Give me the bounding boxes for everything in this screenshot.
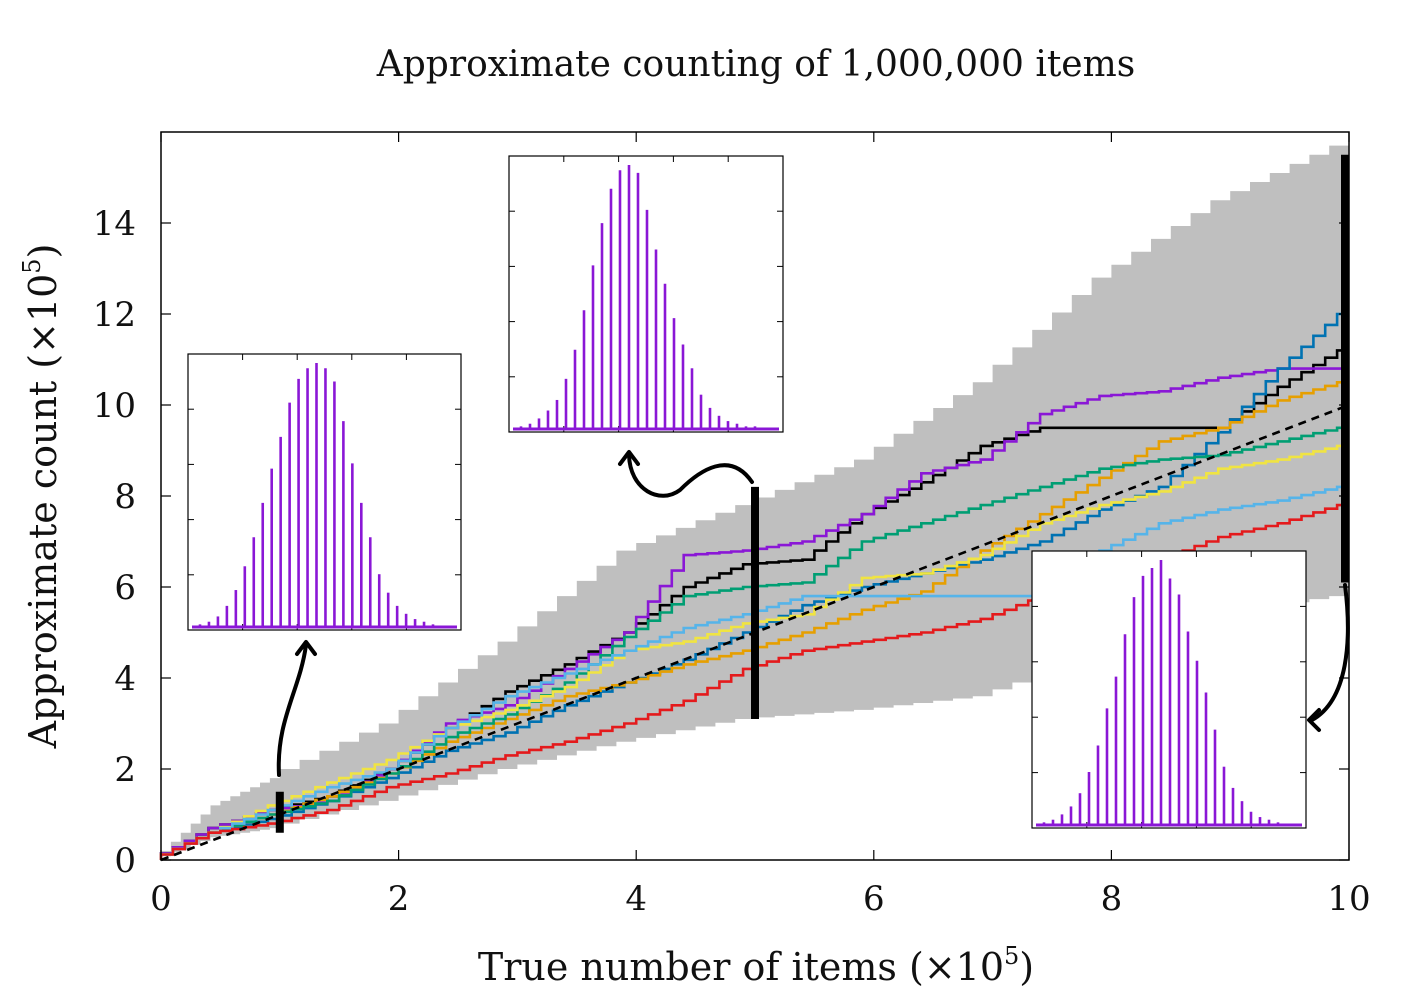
callout-arrowhead-2 [618,450,640,466]
y-tick-label: 8 [114,477,136,517]
x-tick-label: 6 [863,879,885,919]
callout-arrow-1 [276,643,308,777]
callout-arrow-3 [1310,583,1350,722]
callout-arrowhead-1 [295,640,317,656]
x-axis-label: True number of items (×105) [478,942,1034,989]
x-tick-layer: 0 2 4 6 8 10 [150,132,1371,919]
chart-title: Approximate counting of 1,000,000 items [376,44,1135,85]
y-tick-label: 6 [114,568,136,608]
x-tick-label: 8 [1101,879,1123,919]
marker-layer [275,154,1349,833]
y-tick-layer: 0 2 4 6 8 10 12 14 [93,204,1349,881]
y-axis-label-close: ) [21,244,65,259]
inset-histogram-3 [1031,550,1307,829]
y-tick-label: 14 [93,204,136,244]
x-axis-label-exponent: 5 [1004,942,1019,970]
x-tick-label: 0 [150,879,172,919]
y-axis-label-exponent: 5 [18,258,46,273]
inset-layer [187,155,1307,829]
x-tick-label: 10 [1327,879,1370,919]
y-tick-label: 12 [93,295,136,335]
y-tick-label: 2 [114,750,136,790]
x-axis-label-main: True number of items (×10 [478,945,1004,989]
x-axis-label-close: ) [1019,945,1034,989]
y-tick-label: 0 [114,841,136,881]
inset-histogram-1 [187,353,462,631]
y-tick-label: 10 [93,386,136,426]
callout-arrowhead-3 [1307,708,1321,732]
inset-histogram-2 [508,155,784,433]
x-tick-label: 2 [388,879,410,919]
x-tick-label: 4 [625,879,647,919]
callout-arrow-2 [627,453,754,498]
y-axis-label: Approximate count (×105) [18,244,65,750]
arrow-layer [276,450,1350,777]
y-axis-label-main: Approximate count (×10 [21,274,65,750]
series-line-7 [159,485,1349,860]
y-tick-label: 4 [114,659,136,699]
